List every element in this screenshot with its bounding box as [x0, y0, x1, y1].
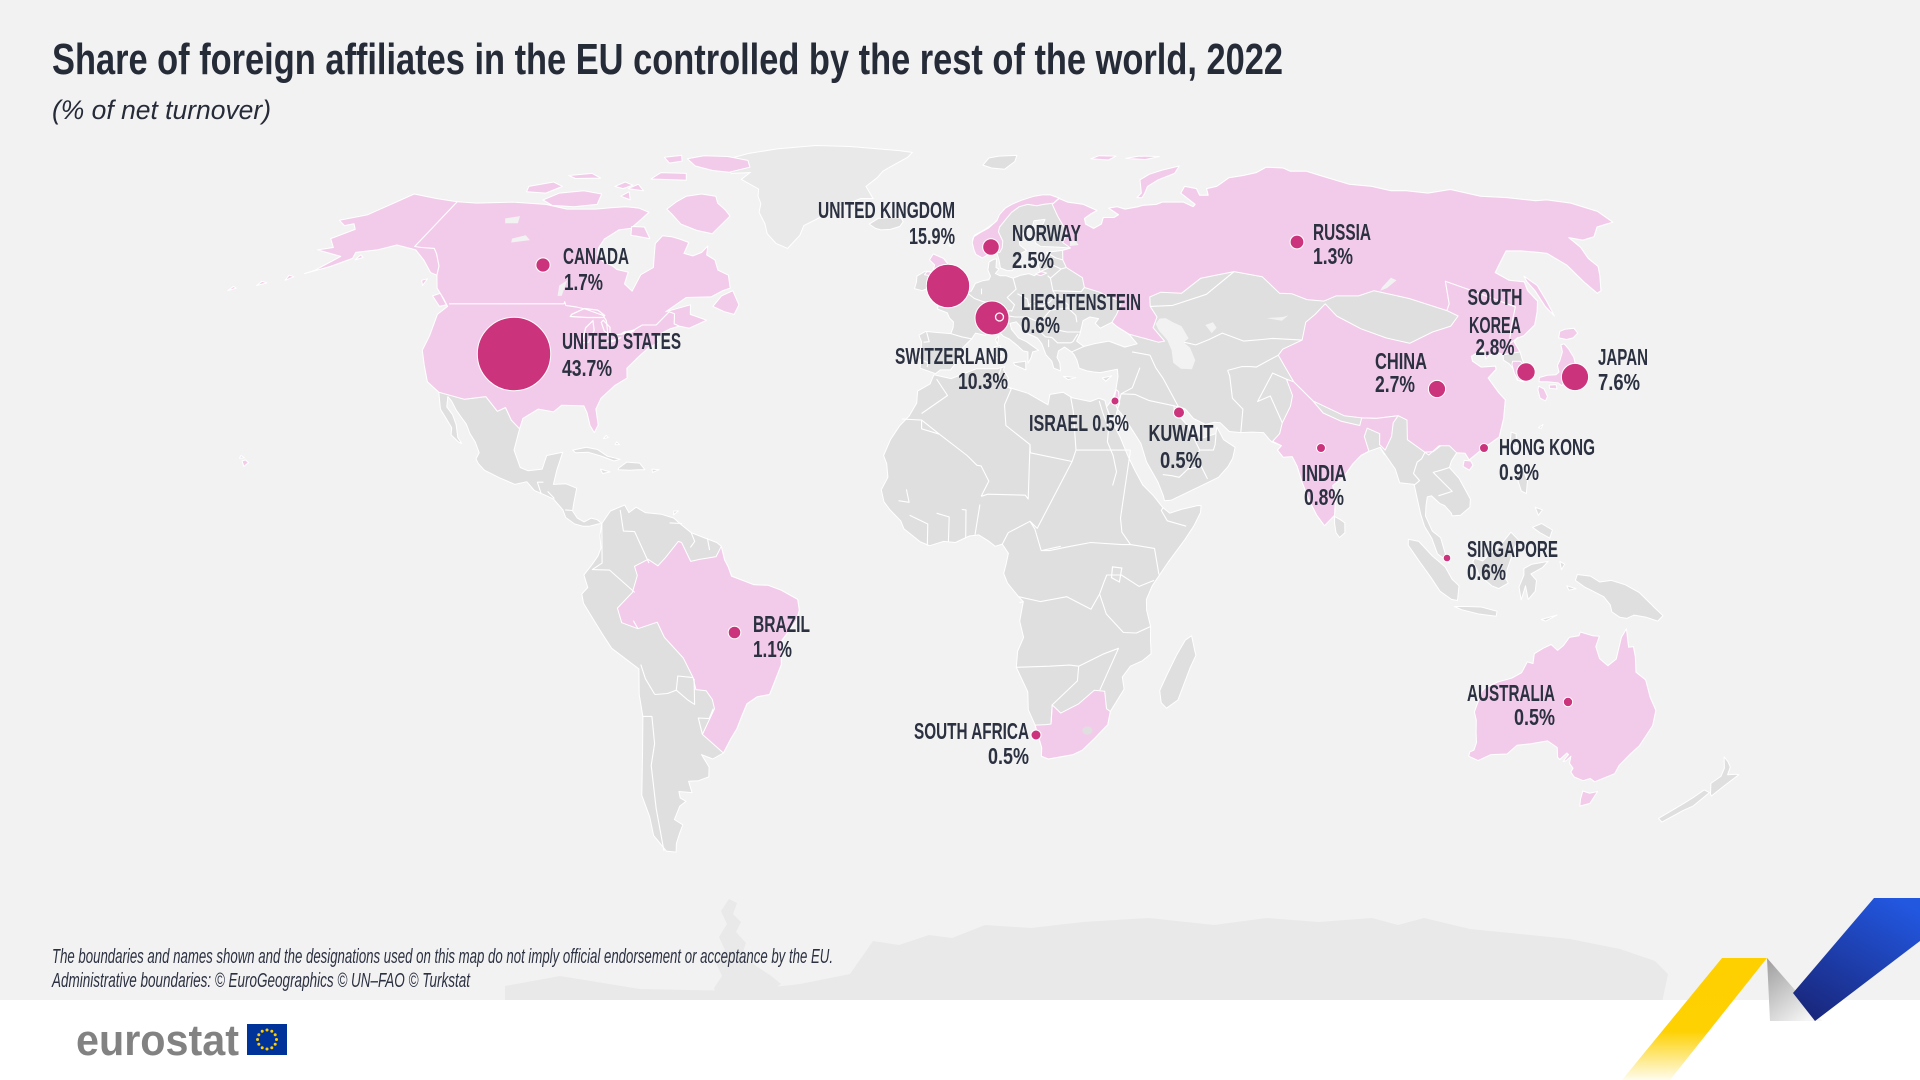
svg-text:2.7%: 2.7%	[1375, 371, 1415, 397]
svg-text:AUSTRALIA: AUSTRALIA	[1467, 680, 1555, 706]
svg-text:7.6%: 7.6%	[1598, 369, 1640, 395]
svg-text:1.1%: 1.1%	[753, 636, 792, 662]
svg-text:0.8%: 0.8%	[1304, 484, 1344, 510]
svg-text:eurostat: eurostat	[76, 1016, 239, 1065]
svg-text:JAPAN: JAPAN	[1598, 344, 1648, 370]
svg-text:0.5%: 0.5%	[1160, 447, 1202, 473]
svg-text:43.7%: 43.7%	[562, 355, 612, 381]
svg-text:15.9%: 15.9%	[909, 223, 955, 249]
svg-text:0.5%: 0.5%	[1514, 704, 1555, 730]
svg-text:0.9%: 0.9%	[1499, 459, 1539, 485]
svg-text:CHINA: CHINA	[1375, 348, 1427, 374]
svg-text:KUWAIT: KUWAIT	[1149, 420, 1214, 446]
svg-text:The boundaries and names shown: The boundaries and names shown and the d…	[52, 946, 833, 968]
svg-text:CANADA: CANADA	[563, 243, 629, 269]
svg-text:10.3%: 10.3%	[958, 368, 1008, 394]
svg-text:0.6%: 0.6%	[1467, 559, 1506, 585]
svg-text:SINGAPORE: SINGAPORE	[1467, 536, 1558, 562]
svg-text:1.7%: 1.7%	[564, 269, 603, 295]
svg-text:ISRAEL 0.5%: ISRAEL 0.5%	[1029, 410, 1129, 436]
svg-text:NORWAY: NORWAY	[1012, 220, 1081, 246]
svg-text:INDIA: INDIA	[1302, 460, 1347, 486]
svg-text:LIECHTENSTEIN: LIECHTENSTEIN	[1021, 289, 1141, 315]
svg-text:KOREA: KOREA	[1469, 312, 1521, 338]
svg-text:BRAZIL: BRAZIL	[753, 611, 810, 637]
svg-text:Administrative boundaries: © E: Administrative boundaries: © EuroGeograp…	[51, 970, 471, 992]
svg-text:1.3%: 1.3%	[1313, 243, 1353, 269]
svg-text:0.5%: 0.5%	[988, 743, 1029, 769]
svg-text:2.8%: 2.8%	[1476, 334, 1515, 360]
svg-text:UNITED STATES: UNITED STATES	[562, 328, 681, 354]
svg-text:RUSSIA: RUSSIA	[1313, 219, 1371, 245]
svg-text:(% of net turnover): (% of net turnover)	[52, 95, 271, 125]
svg-text:0.6%: 0.6%	[1021, 312, 1060, 338]
svg-text:Share of foreign affiliates in: Share of foreign affiliates in the EU co…	[52, 35, 1283, 84]
svg-text:2.5%: 2.5%	[1012, 247, 1054, 273]
svg-text:SOUTH: SOUTH	[1468, 284, 1523, 310]
svg-text:SOUTH AFRICA: SOUTH AFRICA	[914, 718, 1029, 744]
svg-text:HONG KONG: HONG KONG	[1499, 434, 1595, 460]
svg-text:SWITZERLAND: SWITZERLAND	[895, 343, 1008, 369]
svg-text:UNITED KINGDOM: UNITED KINGDOM	[818, 197, 955, 223]
